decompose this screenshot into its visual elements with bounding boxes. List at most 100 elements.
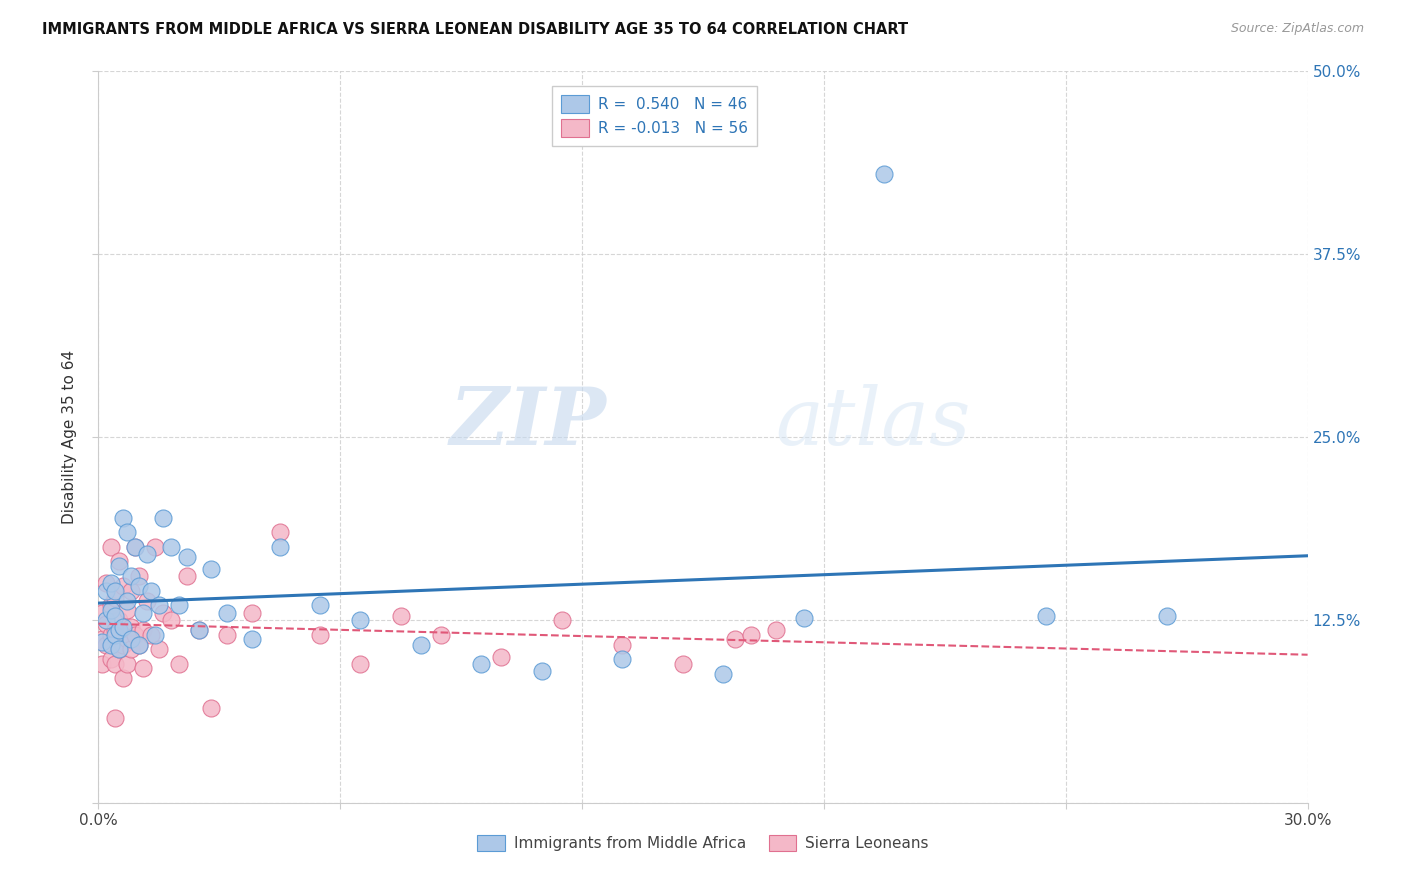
Point bbox=[167, 599, 190, 613]
Point bbox=[96, 613, 118, 627]
Point bbox=[551, 613, 574, 627]
Point bbox=[132, 606, 155, 620]
Point bbox=[124, 627, 146, 641]
Point bbox=[96, 583, 118, 598]
Point bbox=[139, 627, 162, 641]
Point bbox=[91, 632, 114, 646]
Point bbox=[200, 700, 222, 714]
Point bbox=[115, 657, 138, 671]
Point bbox=[120, 583, 142, 598]
Y-axis label: Disability Age 35 to 64: Disability Age 35 to 64 bbox=[62, 350, 77, 524]
Point bbox=[107, 642, 129, 657]
Point bbox=[430, 627, 453, 641]
Point bbox=[124, 540, 146, 554]
Point bbox=[103, 623, 125, 637]
Point bbox=[309, 599, 332, 613]
Point bbox=[103, 711, 125, 725]
Point bbox=[873, 167, 896, 181]
Point bbox=[139, 583, 162, 598]
Point bbox=[103, 591, 125, 605]
Point bbox=[120, 632, 142, 646]
Point bbox=[100, 599, 122, 613]
Point bbox=[240, 632, 263, 646]
Point bbox=[103, 583, 125, 598]
Point bbox=[188, 623, 211, 637]
Point bbox=[148, 642, 170, 657]
Point bbox=[100, 638, 122, 652]
Point bbox=[107, 558, 129, 573]
Point bbox=[115, 525, 138, 540]
Point bbox=[111, 620, 134, 634]
Text: Source: ZipAtlas.com: Source: ZipAtlas.com bbox=[1230, 22, 1364, 36]
Point bbox=[128, 638, 150, 652]
Point bbox=[111, 510, 134, 524]
Point bbox=[148, 599, 170, 613]
Point bbox=[115, 603, 138, 617]
Point bbox=[1035, 608, 1057, 623]
Point bbox=[711, 667, 734, 681]
Point bbox=[91, 635, 114, 649]
Point bbox=[152, 510, 174, 524]
Point bbox=[143, 540, 166, 554]
Point bbox=[167, 657, 190, 671]
Point bbox=[349, 613, 371, 627]
Point bbox=[96, 576, 118, 591]
Point bbox=[217, 627, 239, 641]
Point bbox=[111, 638, 134, 652]
Text: ZIP: ZIP bbox=[450, 384, 606, 461]
Point bbox=[176, 549, 198, 564]
Point bbox=[793, 611, 815, 625]
Point bbox=[91, 657, 114, 671]
Point bbox=[269, 525, 291, 540]
Point bbox=[103, 627, 125, 641]
Point bbox=[135, 594, 157, 608]
Point bbox=[530, 664, 553, 678]
Point bbox=[120, 642, 142, 657]
Point bbox=[309, 627, 332, 641]
Text: atlas: atlas bbox=[776, 384, 972, 461]
Point bbox=[612, 652, 634, 666]
Point bbox=[107, 554, 129, 568]
Point bbox=[96, 617, 118, 632]
Point bbox=[269, 540, 291, 554]
Point bbox=[100, 540, 122, 554]
Point bbox=[188, 623, 211, 637]
Point bbox=[120, 620, 142, 634]
Point bbox=[132, 623, 155, 637]
Point bbox=[107, 613, 129, 627]
Point bbox=[1156, 608, 1178, 623]
Point bbox=[107, 642, 129, 657]
Point bbox=[409, 638, 432, 652]
Point bbox=[111, 672, 134, 686]
Point bbox=[135, 547, 157, 561]
Point bbox=[96, 638, 118, 652]
Point bbox=[115, 632, 138, 646]
Point bbox=[612, 638, 634, 652]
Point bbox=[176, 569, 198, 583]
Point bbox=[389, 608, 412, 623]
Point bbox=[491, 649, 513, 664]
Point bbox=[128, 638, 150, 652]
Point bbox=[160, 613, 183, 627]
Point bbox=[128, 579, 150, 593]
Point bbox=[724, 632, 747, 646]
Point bbox=[100, 627, 122, 641]
Point bbox=[765, 623, 787, 637]
Point bbox=[107, 623, 129, 637]
Point bbox=[103, 608, 125, 623]
Point bbox=[103, 657, 125, 671]
Point bbox=[91, 606, 114, 620]
Point bbox=[740, 627, 762, 641]
Point bbox=[672, 657, 695, 671]
Point bbox=[132, 661, 155, 675]
Point bbox=[470, 657, 492, 671]
Point bbox=[100, 652, 122, 666]
Point bbox=[152, 606, 174, 620]
Point bbox=[217, 606, 239, 620]
Point bbox=[128, 569, 150, 583]
Point bbox=[111, 579, 134, 593]
Point bbox=[120, 569, 142, 583]
Point bbox=[100, 576, 122, 591]
Point bbox=[349, 657, 371, 671]
Legend: Immigrants from Middle Africa, Sierra Leoneans: Immigrants from Middle Africa, Sierra Le… bbox=[471, 830, 935, 857]
